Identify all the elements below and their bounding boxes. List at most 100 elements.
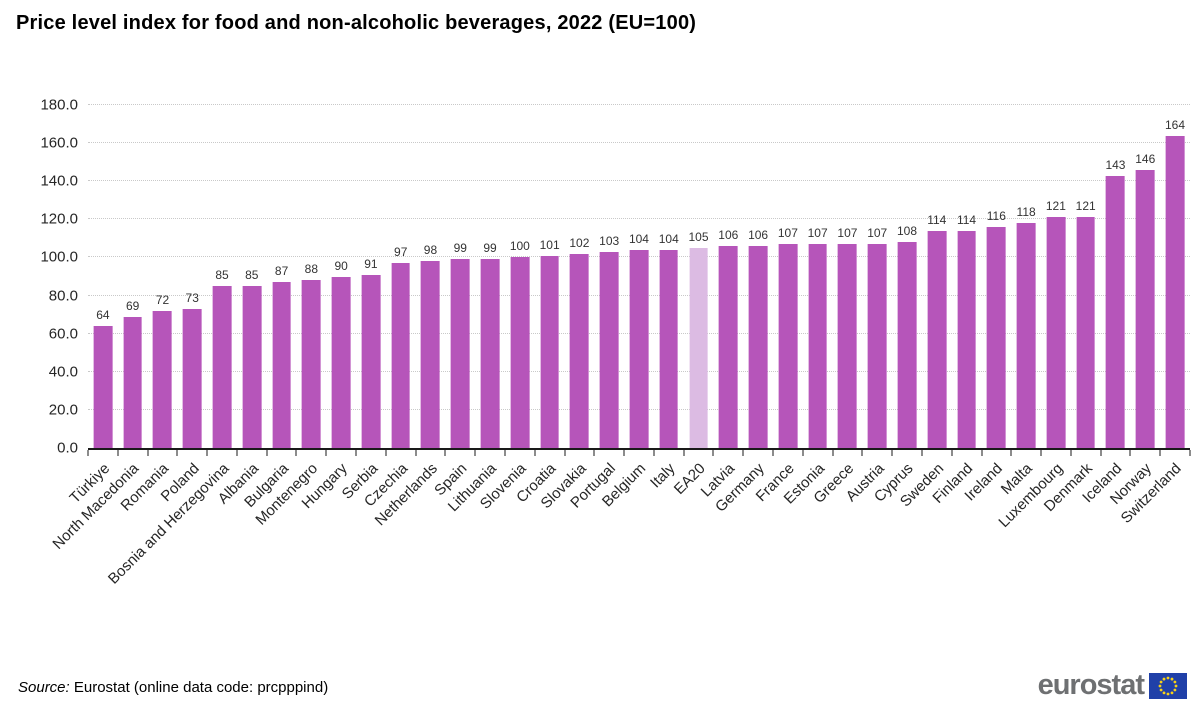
axis-tick <box>1010 450 1012 456</box>
eu-flag-star <box>1173 680 1177 683</box>
axis-tick <box>176 450 178 456</box>
bar-value-label: 102 <box>569 235 590 250</box>
y-tick-label: 100.0 <box>40 248 78 266</box>
bar-slot-bosnia-and-herzegovina: 85 Bosnia and Herzegovina <box>104 105 237 588</box>
axis-tick <box>593 450 595 456</box>
bar <box>123 316 143 448</box>
bar-slot-serbia: 91 Serbia <box>338 105 386 503</box>
axis-tick <box>1189 450 1191 456</box>
bar-value-label: 114 <box>956 212 977 227</box>
eu-flag-star <box>1159 688 1163 691</box>
bar-slot-bulgaria: 87 Bulgaria <box>241 105 297 511</box>
axis-tick <box>415 450 417 456</box>
y-tick-label: 140.0 <box>40 172 78 190</box>
eurostat-logo: eurostat <box>1038 671 1187 700</box>
eu-flag-stars <box>1158 676 1178 695</box>
y-tick-label: 40.0 <box>48 363 78 381</box>
axis-tick <box>504 450 506 456</box>
eu-flag-star <box>1166 692 1170 695</box>
bar <box>659 249 679 448</box>
bar-value-label: 91 <box>364 256 378 271</box>
eu-flag-star <box>1170 691 1174 694</box>
bar-value-label: 101 <box>539 237 560 252</box>
gridline <box>88 218 1190 220</box>
bar-value-label: 106 <box>718 228 739 243</box>
axis-tick <box>861 450 863 456</box>
axis-tick <box>742 450 744 456</box>
axis-tick <box>1159 450 1161 456</box>
bar-slot-croatia: 101 Croatia <box>513 105 565 507</box>
gridline <box>88 142 1190 144</box>
bar-value-label: 116 <box>986 208 1006 223</box>
source-note: Source: Eurostat (online data code: prcp… <box>18 679 328 696</box>
bar-value-label: 73 <box>185 290 199 305</box>
bar <box>808 244 828 448</box>
bar <box>301 280 321 448</box>
bar-slot-t-rkiye: 64 Türkiye <box>66 105 118 507</box>
bar-value-label: 143 <box>1105 157 1126 172</box>
bar-slot-ea20: 105 EA20 <box>671 105 714 498</box>
bar-slot-finland: 114 Finland <box>930 105 982 507</box>
bar-slot-belgium: 104 Belgium <box>599 105 654 511</box>
bar-value-label: 107 <box>807 226 828 241</box>
axis-tick <box>951 450 953 456</box>
axis-tick <box>564 450 566 456</box>
y-tick-label: 120.0 <box>40 210 78 228</box>
bar-value-label: 69 <box>125 298 140 313</box>
bar <box>480 259 500 448</box>
eu-flag-star <box>1158 684 1162 687</box>
y-tick-label: 160.0 <box>40 134 78 152</box>
bar <box>212 286 232 448</box>
bar <box>1106 175 1125 448</box>
bar <box>1046 217 1066 448</box>
axis-tick <box>683 450 685 456</box>
bar-value-label: 104 <box>628 231 649 246</box>
bar-value-label: 121 <box>1045 199 1066 214</box>
bar <box>748 246 768 448</box>
bar <box>599 251 619 448</box>
bar-value-label: 87 <box>274 264 289 279</box>
axis-tick <box>832 450 834 456</box>
eu-flag-star <box>1173 688 1177 691</box>
axis-tick <box>385 450 387 456</box>
bar-slot-malta: 118 Malta <box>998 105 1041 498</box>
bar-slot-iceland: 143 Iceland <box>1079 105 1131 507</box>
eu-flag-star <box>1166 676 1170 679</box>
bar <box>718 246 738 448</box>
y-tick-label: 60.0 <box>48 325 78 343</box>
chart-title: Price level index for food and non-alcoh… <box>16 12 697 34</box>
bar-value-label: 103 <box>599 233 620 248</box>
bar-value-label: 88 <box>304 262 319 277</box>
bar-slot-estonia: 107 Estonia <box>780 105 833 507</box>
axis-tick <box>623 450 625 456</box>
bar-slot-greece: 107 Greece <box>811 105 863 507</box>
axis-tick <box>921 450 923 456</box>
bar <box>242 286 262 448</box>
bar <box>1165 135 1185 448</box>
bar-slot-romania: 72 Romania <box>118 105 178 515</box>
bar-value-label: 104 <box>658 231 679 246</box>
gridline <box>88 104 1190 105</box>
bar <box>986 226 1006 448</box>
axis-tick <box>117 450 119 456</box>
bar-slot-poland: 73 Poland <box>157 105 207 505</box>
bar-value-label: 107 <box>837 226 858 241</box>
bar <box>272 282 291 448</box>
axis-tick <box>981 450 982 456</box>
bar-value-label: 85 <box>215 268 229 283</box>
bar-value-label: 121 <box>1075 199 1096 214</box>
bar-slot-luxembourg: 121 Luxembourg <box>995 105 1071 531</box>
bar-value-label: 107 <box>777 226 798 241</box>
bar-value-label: 64 <box>96 308 110 323</box>
bar <box>540 255 559 448</box>
gridline <box>88 180 1190 182</box>
axis-tick <box>1040 450 1042 456</box>
bar-value-label: 85 <box>245 268 259 283</box>
bar <box>331 276 351 448</box>
axis-tick <box>1129 450 1131 456</box>
bar <box>421 261 440 448</box>
axis-tick <box>891 450 893 456</box>
source-text: Eurostat (online data code: prcpppind) <box>69 679 329 696</box>
bar-value-label: 97 <box>394 245 408 260</box>
